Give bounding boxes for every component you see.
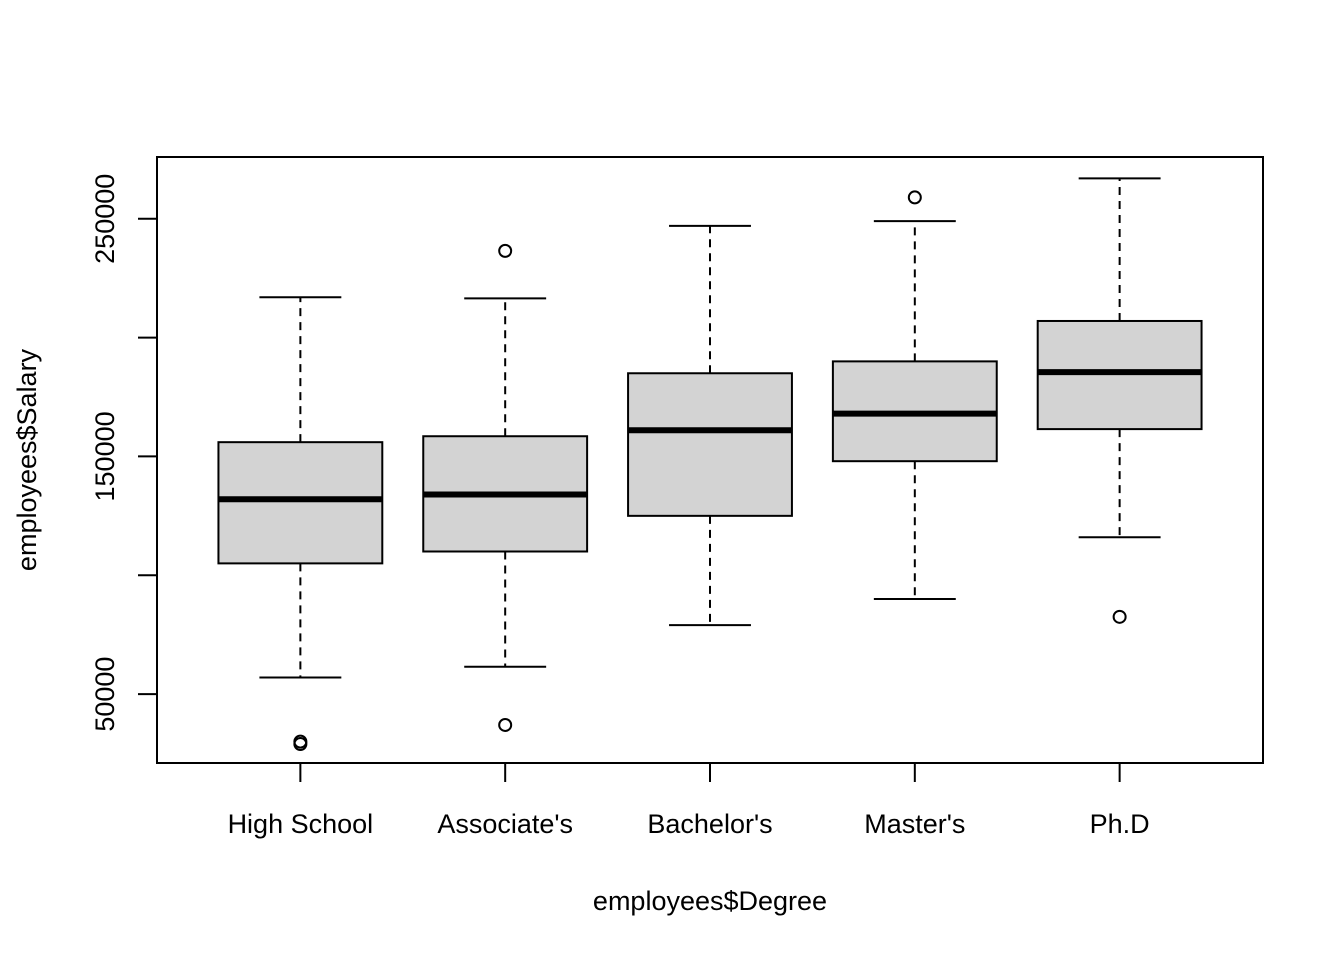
y-tick-label: 250000 (90, 174, 120, 264)
y-axis-label: employees$Salary (12, 348, 42, 571)
box-group (217, 296, 384, 751)
x-tick-label: High School (228, 809, 374, 839)
box-group (831, 190, 998, 601)
x-axis: High School Associate's Bachelor's Master's… (228, 763, 1150, 839)
box-iqr (627, 372, 793, 517)
y-axis: 50000 150000 250000 (90, 174, 157, 732)
box-group (1036, 177, 1203, 624)
x-axis-label: employees$Degree (593, 886, 827, 916)
box-group (422, 243, 589, 732)
x-tick-label: Bachelor's (647, 809, 772, 839)
y-tick-label: 150000 (90, 411, 120, 501)
x-tick-label: Master's (864, 809, 965, 839)
outlier-point (498, 717, 513, 732)
outlier-point (498, 243, 513, 258)
y-tick-label: 50000 (90, 657, 120, 732)
x-tick-label: Associate's (437, 809, 573, 839)
boxes-layer (217, 177, 1203, 751)
box-iqr (217, 441, 384, 565)
x-tick-label: Ph.D (1090, 809, 1150, 839)
outlier-point (1112, 609, 1127, 624)
outlier-point (907, 190, 922, 205)
outlier-point (293, 734, 308, 749)
box-group (627, 224, 793, 627)
